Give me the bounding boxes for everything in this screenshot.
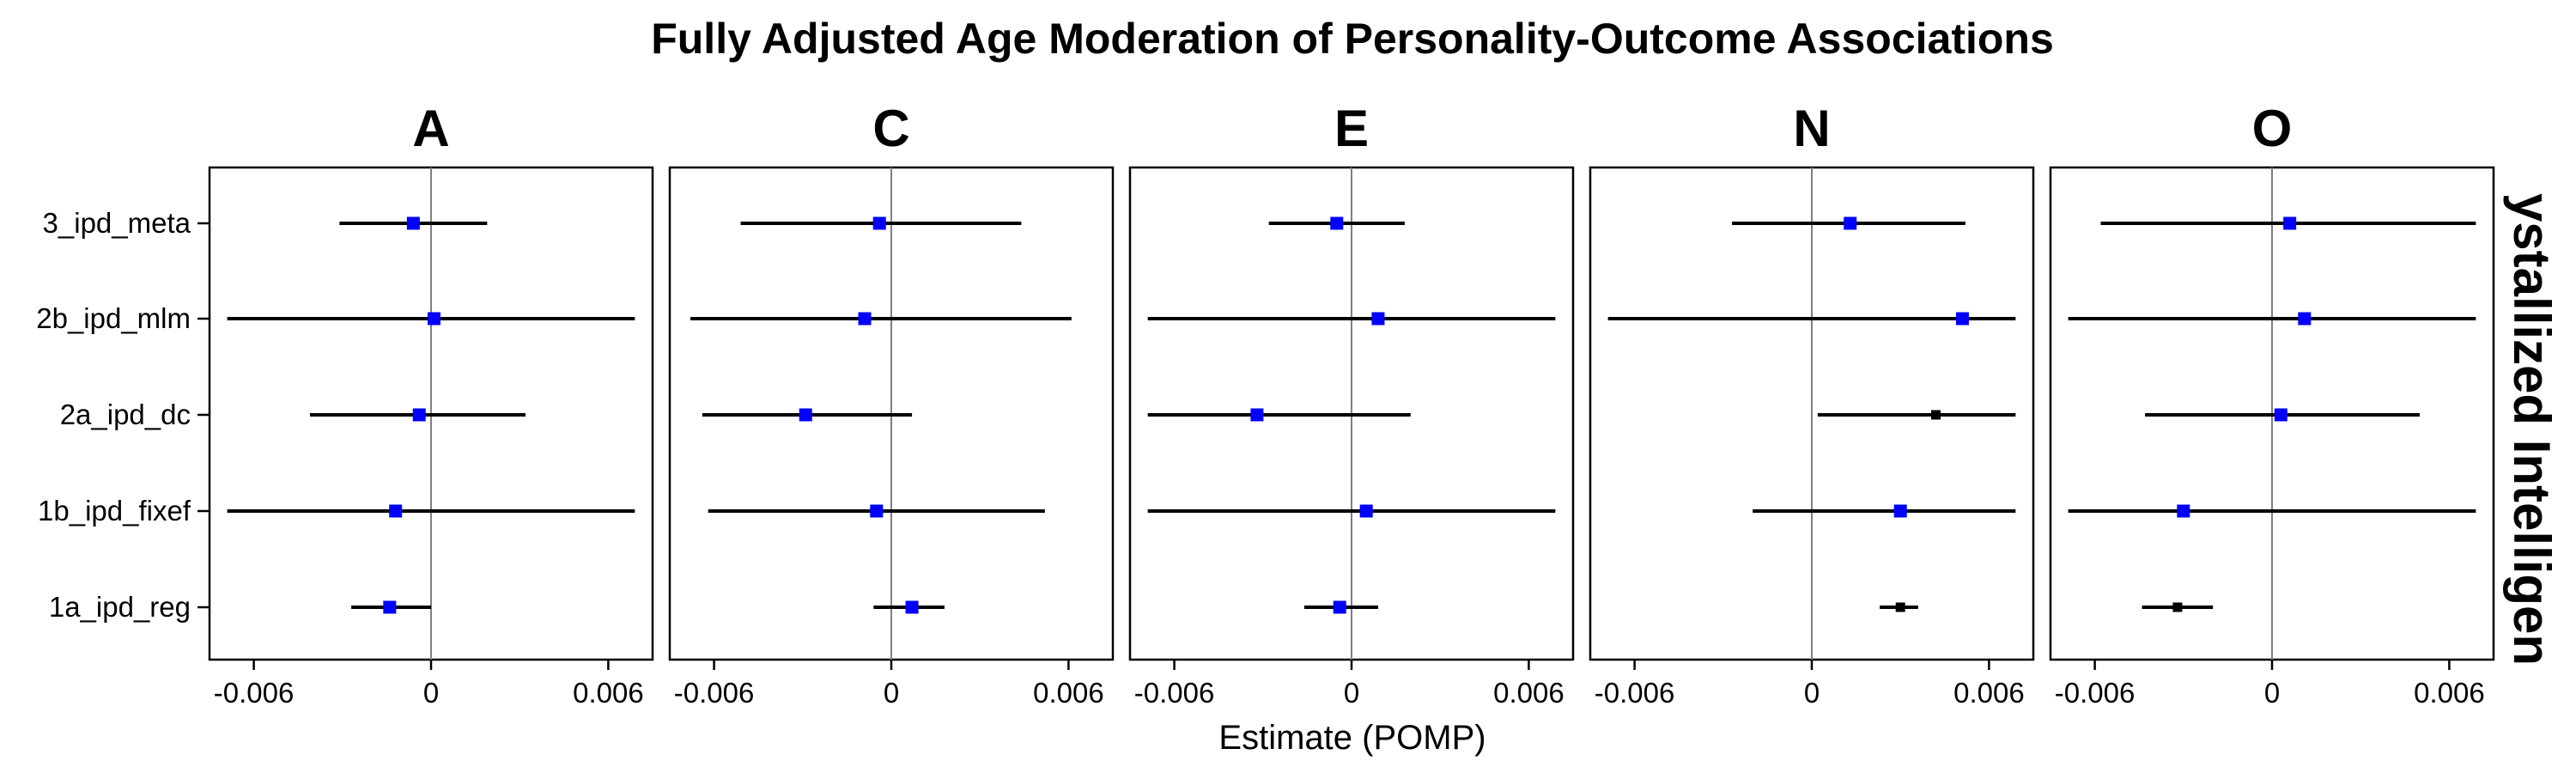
point-estimate [905, 600, 919, 614]
facet-panel-C: C -0.006 0 0.006 [668, 100, 1115, 709]
point-estimate [2298, 312, 2312, 326]
facet-title: O [2252, 100, 2293, 157]
x-tick-label: 0 [1804, 677, 1820, 709]
point-estimate [1844, 216, 1857, 230]
x-tick-label: 0 [423, 677, 439, 709]
x-tick-label: 0.006 [573, 677, 644, 709]
facet-strip-label: ystallized Intelligen [2503, 193, 2561, 666]
point-estimate [1893, 504, 1907, 518]
point-estimate [872, 216, 886, 230]
x-tick-label: 0 [2264, 677, 2280, 709]
y-tick-label: 2a_ipd_dc [60, 399, 191, 430]
facet-panel-A: A -0.006 0 0.006 [208, 100, 654, 709]
facet-title: C [872, 100, 909, 157]
facet-title: A [412, 100, 449, 157]
x-tick-label: 0 [884, 677, 899, 709]
facet-panel-N: N -0.006 0 0.006 [1589, 100, 2035, 709]
point-estimate [2274, 408, 2287, 422]
x-tick-label: 0 [1344, 677, 1359, 709]
facet-title: E [1334, 100, 1369, 157]
point-estimate [389, 504, 403, 518]
point-estimate [2172, 602, 2183, 612]
x-tick-label: 0.006 [1953, 677, 2025, 709]
y-tick-label: 1b_ipd_fixef [38, 495, 191, 526]
x-axis-title: Estimate (POMP) [1218, 719, 1485, 757]
x-tick-label: -0.006 [1595, 677, 1675, 709]
facet-title: N [1793, 100, 1830, 157]
chart-title: Fully Adjusted Age Moderation of Persona… [651, 15, 2054, 63]
point-estimate [870, 504, 884, 518]
point-estimate [1250, 408, 1264, 422]
point-estimate [2283, 216, 2297, 230]
x-tick-label: 0.006 [1033, 677, 1104, 709]
point-estimate [1895, 602, 1905, 612]
point-estimate [1371, 312, 1385, 326]
y-tick-label: 1a_ipd_reg [49, 591, 191, 623]
point-estimate [383, 600, 397, 614]
y-tick-label: 3_ipd_meta [43, 207, 191, 239]
point-estimate [858, 312, 872, 326]
point-estimate [1330, 216, 1344, 230]
facet-panel-E: E -0.006 0 0.006 [1128, 100, 1575, 709]
point-estimate [799, 408, 812, 422]
point-estimate [406, 216, 420, 230]
x-tick-label: -0.006 [674, 677, 755, 709]
y-tick-label: 2b_ipd_mlm [36, 302, 191, 334]
point-estimate [2177, 504, 2190, 518]
y-axis: 3_ipd_meta 2b_ipd_mlm 2a_ipd_dc 1b_ipd_fixe… [36, 207, 210, 623]
x-tick-label: -0.006 [1134, 677, 1215, 709]
point-estimate [1333, 600, 1346, 614]
point-estimate [1930, 410, 1941, 420]
point-estimate [427, 312, 440, 326]
point-estimate [412, 408, 426, 422]
point-estimate [1955, 312, 1969, 326]
facet-panel-O: O -0.006 0 0.006 [2049, 100, 2495, 709]
x-tick-label: 0.006 [1493, 677, 1564, 709]
x-tick-label: -0.006 [214, 677, 295, 709]
point-estimate [1359, 504, 1373, 518]
x-tick-label: -0.006 [2055, 677, 2136, 709]
x-tick-label: 0.006 [2414, 677, 2485, 709]
